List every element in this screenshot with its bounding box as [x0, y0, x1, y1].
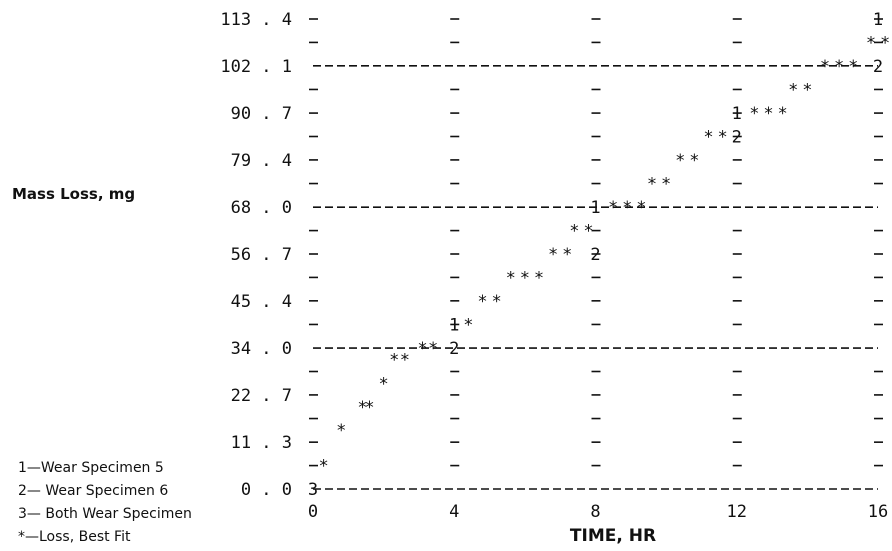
data-point: *: [336, 421, 346, 441]
data-point: 2: [449, 339, 459, 359]
data-point: *: [763, 104, 773, 124]
data-point: *: [520, 269, 530, 289]
data-point: *: [379, 374, 389, 394]
x-tick-label: 4: [449, 502, 459, 522]
data-point: *: [866, 34, 876, 54]
y-tick-label: 102 . 1: [220, 57, 292, 77]
y-tick-label: 90 . 7: [231, 104, 292, 124]
y-tick-label: 0 . 0: [241, 480, 292, 500]
data-point: *: [636, 198, 646, 218]
x-tick-label: 12: [727, 502, 747, 522]
data-point: *: [506, 269, 516, 289]
data-point: *: [834, 57, 844, 77]
data-point: *: [778, 104, 788, 124]
data-point: *: [364, 398, 374, 418]
x-tick-label: 0: [308, 502, 318, 522]
data-point: *: [492, 292, 502, 312]
data-point: *: [802, 80, 812, 100]
data-point: *: [718, 127, 728, 147]
data-point: *: [675, 151, 685, 171]
data-point: 2: [732, 127, 742, 147]
legend-item-2: 2— Wear Specimen 6: [18, 483, 168, 499]
legend-item-3: 3— Both Wear Specimen: [18, 506, 192, 522]
data-point: *: [622, 198, 632, 218]
data-point: *: [477, 292, 487, 312]
data-point: *: [569, 221, 579, 241]
data-point: *: [788, 80, 798, 100]
data-point: 1: [873, 10, 883, 30]
x-axis-title: TIME, HR: [570, 526, 656, 546]
data-point: 1: [590, 198, 600, 218]
y-tick-label: 34 . 0: [231, 339, 292, 359]
data-point: 3: [308, 480, 318, 500]
x-tick-label: 8: [590, 502, 600, 522]
y-tick-label: 45 . 4: [231, 292, 292, 312]
y-tick-label: 68 . 0: [231, 198, 292, 218]
data-point: *: [417, 339, 427, 359]
data-point: *: [703, 127, 713, 147]
data-point: *: [749, 104, 759, 124]
data-point: 2: [590, 245, 600, 265]
data-point: *: [880, 34, 890, 54]
data-point: *: [583, 221, 593, 241]
data-point: 2: [873, 57, 883, 77]
data-point: 1: [449, 315, 459, 335]
data-point: *: [562, 245, 572, 265]
y-tick-label: 56 . 7: [231, 245, 292, 265]
data-point: *: [548, 245, 558, 265]
data-point: *: [848, 57, 858, 77]
data-point: *: [428, 339, 438, 359]
y-tick-label: 11 . 3: [231, 433, 292, 453]
data-point: *: [318, 456, 328, 476]
grid-layer: [309, 18, 883, 490]
x-tick-labels: 0 4 8 12 16: [308, 502, 888, 522]
data-point: *: [463, 315, 473, 335]
data-point: *: [357, 398, 367, 418]
data-point: *: [647, 175, 657, 195]
x-tick-label: 16: [868, 502, 888, 522]
data-point: *: [661, 175, 671, 195]
legend-item-4: *—Loss, Best Fit: [18, 529, 131, 545]
y-tick-labels: 0 . 0 11 . 3 22 . 7 34 . 0 45 . 4 56 . 7 68 . …: [220, 10, 292, 500]
legend-item-1: 1—Wear Specimen 5: [18, 460, 164, 476]
y-tick-label: 79 . 4: [231, 151, 292, 171]
y-axis-title: Mass Loss, mg: [12, 185, 135, 203]
data-point: *: [820, 57, 830, 77]
data-point: *: [400, 351, 410, 371]
y-tick-label: 22 . 7: [231, 386, 292, 406]
data-point: *: [689, 151, 699, 171]
data-point: 1: [732, 104, 742, 124]
data-point: *: [534, 269, 544, 289]
y-tick-label: 113 . 4: [220, 10, 292, 30]
data-point: *: [608, 198, 618, 218]
data-point: *: [389, 351, 399, 371]
